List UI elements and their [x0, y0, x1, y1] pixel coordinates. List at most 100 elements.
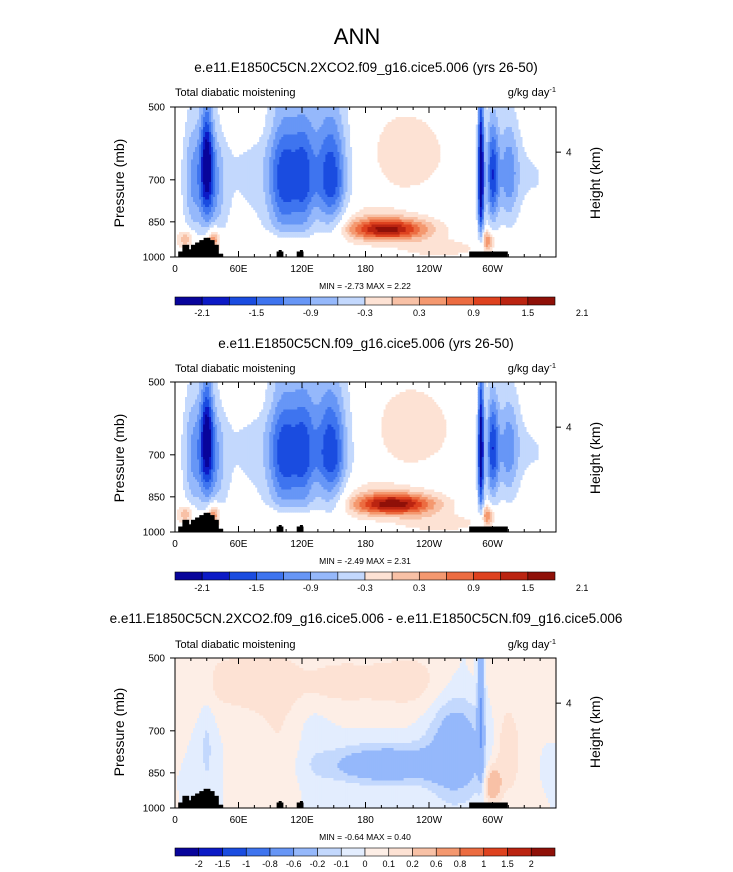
field-cell: [475, 174, 479, 178]
field-cell: [303, 154, 306, 158]
field-cell: [513, 114, 517, 118]
field-cell: [191, 107, 194, 111]
field-cell: [191, 139, 194, 143]
field-cell: [259, 162, 262, 166]
field-cell: [347, 144, 351, 148]
field-cell: [509, 107, 513, 111]
field-cell: [427, 132, 431, 136]
field-cell: [235, 164, 238, 168]
field-cell: [273, 179, 276, 183]
field-cell: [243, 177, 246, 181]
field-cell: [475, 144, 479, 148]
field-cell: [521, 157, 525, 161]
field-cell: [415, 134, 419, 138]
field-cell: [413, 177, 417, 181]
field-cell: [411, 147, 415, 151]
field-cell: [349, 172, 353, 176]
field-cell: [495, 139, 499, 143]
field-cell: [347, 127, 351, 131]
field-cell: [405, 152, 409, 156]
field-cell: [339, 112, 343, 116]
field-cell: [431, 144, 435, 148]
field-cell: [267, 149, 270, 153]
field-cell: [433, 164, 437, 168]
field-cell: [269, 134, 272, 138]
field-cell: [347, 167, 351, 171]
field-cell: [207, 154, 210, 158]
field-cell: [309, 107, 312, 111]
field-cell: [185, 162, 188, 166]
field-cell: [205, 149, 208, 153]
field-cell: [279, 152, 282, 156]
field-cell: [411, 174, 415, 178]
field-cell: [337, 137, 341, 141]
field-cell: [293, 174, 296, 178]
field-cell: [491, 152, 495, 156]
field-cell: [503, 144, 507, 148]
field-cell: [409, 132, 413, 136]
field-cell: [267, 139, 270, 143]
field-cell: [279, 129, 282, 133]
field-cell: [483, 132, 487, 136]
field-cell: [393, 124, 397, 128]
field-cell: [209, 109, 212, 113]
field-cell: [319, 137, 322, 141]
field-cell: [493, 147, 497, 151]
field-cell: [493, 149, 497, 153]
field-cell: [419, 179, 423, 183]
field-cell: [273, 132, 276, 136]
field-cell: [231, 167, 234, 171]
field-cell: [503, 172, 507, 176]
field-cell: [483, 144, 487, 148]
field-cell: [323, 172, 326, 176]
field-cell: [485, 169, 489, 173]
field-cell: [429, 129, 433, 133]
field-cell: [235, 174, 238, 178]
field-cell: [319, 122, 322, 126]
field-cell: [307, 122, 310, 126]
field-cell: [227, 179, 230, 183]
field-cell: [413, 119, 417, 123]
field-cell: [323, 159, 326, 163]
field-cell: [417, 144, 421, 148]
field-cell: [287, 144, 290, 148]
field-cell: [299, 172, 302, 176]
field-cell: [489, 179, 493, 183]
field-cell: [533, 174, 537, 178]
field-cell: [341, 179, 345, 183]
field-cell: [483, 122, 487, 126]
field-cell: [305, 124, 308, 128]
field-cell: [383, 129, 387, 133]
field-cell: [391, 147, 395, 151]
field-cell: [291, 137, 294, 141]
field-cell: [347, 147, 351, 151]
field-cell: [329, 114, 333, 118]
field-cell: [223, 162, 226, 166]
field-cell: [203, 142, 206, 146]
field-cell: [343, 129, 347, 133]
field-cell: [339, 122, 343, 126]
field-cell: [399, 137, 403, 141]
field-cell: [311, 109, 314, 113]
field-cell: [341, 154, 345, 158]
field-cell: [487, 132, 491, 136]
field-cell: [333, 142, 337, 146]
field-cell: [511, 127, 515, 131]
field-cell: [433, 162, 437, 166]
field-cell: [207, 117, 210, 121]
field-cell: [331, 172, 335, 176]
field-cell: [483, 117, 487, 121]
field-cell: [295, 139, 298, 143]
field-cell: [313, 134, 316, 138]
field-cell: [223, 144, 226, 148]
field-cell: [401, 149, 405, 153]
field-cell: [491, 107, 495, 111]
field-cell: [271, 107, 274, 111]
field-cell: [505, 169, 509, 173]
field-cell: [221, 154, 224, 158]
field-cell: [497, 114, 501, 118]
field-cell: [407, 169, 411, 173]
field-cell: [409, 154, 413, 158]
field-cell: [319, 154, 322, 158]
field-cell: [389, 159, 393, 163]
